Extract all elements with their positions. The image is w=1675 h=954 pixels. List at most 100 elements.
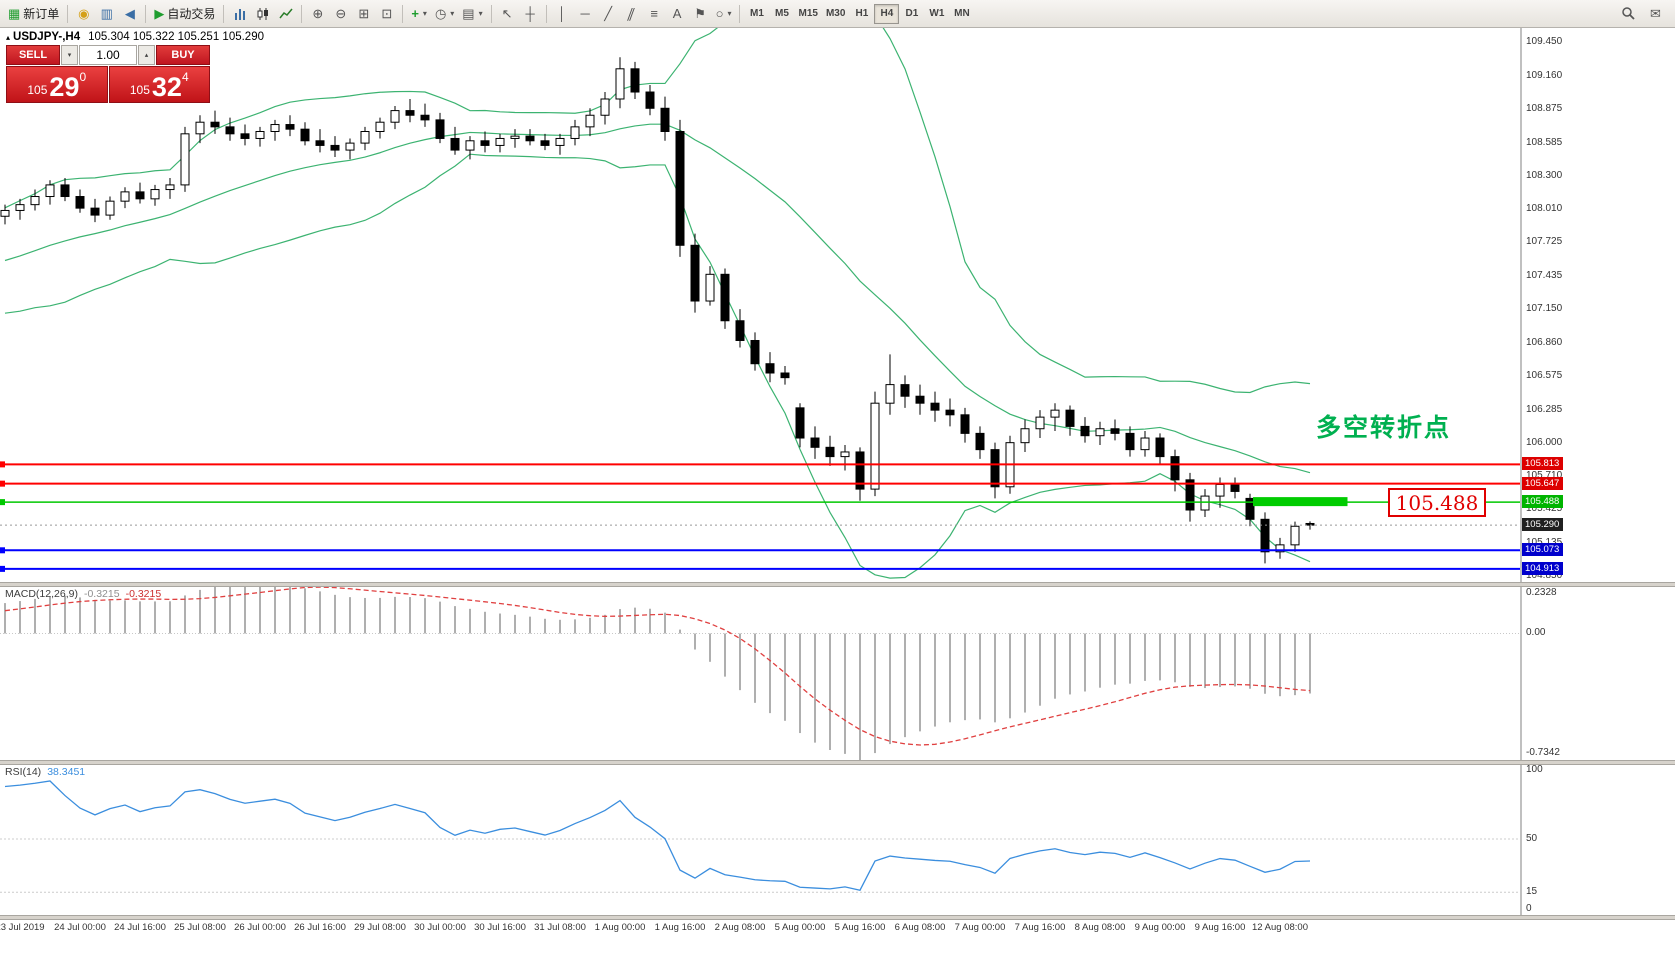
sell-price-pips: 29 — [49, 72, 80, 103]
channel-tool-button[interactable]: ∥ — [620, 2, 643, 25]
announcement-button[interactable]: ◀ — [118, 2, 141, 25]
chart-area[interactable]: 109.450 109.160 108.875 108.585 108.300 108.0… — [0, 27, 1675, 954]
volume-input[interactable]: 1.00 — [79, 45, 137, 65]
toolbar-separator — [223, 4, 225, 23]
data-window-icon: ▥ — [100, 6, 113, 21]
sell-price-button[interactable]: 105 29 0 — [6, 66, 108, 103]
fibonacci-tool-button[interactable]: ≡ — [643, 2, 666, 25]
volume-decrease-button[interactable]: ▾ — [61, 45, 78, 65]
sell-button[interactable]: SELL — [6, 45, 60, 65]
timeframe-d1-button[interactable]: D1 — [899, 4, 924, 24]
chevron-down-icon: ▾ — [450, 9, 455, 18]
new-order-icon: ▦ — [8, 6, 21, 21]
bar-chart-mode-button[interactable] — [228, 2, 251, 25]
tile-windows-icon: ⊞ — [358, 6, 370, 21]
shapes-icon: ○ — [715, 6, 724, 21]
toolbar-separator — [545, 4, 547, 23]
macd-panel-divider[interactable] — [0, 582, 1675, 587]
one-click-trading-panel: SELL ▾ 1.00 ▴ BUY 105 29 0 105 32 4 — [6, 45, 210, 103]
vertical-line-icon: │ — [558, 6, 567, 21]
auto-arrange-icon: ⊡ — [381, 6, 393, 21]
cursor-tool-button[interactable]: ↖ — [496, 2, 519, 25]
auto-arrange-button[interactable]: ⊡ — [375, 2, 398, 25]
timeframe-m15-button[interactable]: M15 — [794, 4, 821, 24]
macd-signal-value: -0.3215 — [125, 588, 162, 600]
horizontal-line-icon: ─ — [580, 6, 590, 21]
buy-price-pips: 32 — [151, 72, 182, 103]
text-icon: A — [672, 6, 682, 21]
arrows-tool-button[interactable]: ⚑ — [689, 2, 712, 25]
toolbar-separator — [145, 4, 147, 23]
timeframe-m1-button[interactable]: M1 — [744, 4, 769, 24]
timeframe-mn-button[interactable]: MN — [949, 4, 974, 24]
toolbar-separator — [739, 4, 741, 23]
auto-trading-play-icon: ▶ — [154, 6, 165, 21]
mail-icon: ✉ — [1650, 6, 1661, 21]
templates-button[interactable]: ▤ ▾ — [458, 2, 486, 25]
zoom-in-button[interactable]: ⊕ — [306, 2, 329, 25]
rsi-panel-divider[interactable] — [0, 760, 1675, 765]
chevron-down-icon: ▾ — [478, 9, 483, 18]
symbol-marker-icon: ▴ — [6, 33, 11, 42]
channel-icon: ∥ — [625, 6, 638, 21]
mailbox-button[interactable]: ✉ — [1644, 2, 1667, 25]
trendline-tool-button[interactable]: ╱ — [597, 2, 620, 25]
price-callout-label: 105.488 — [1388, 488, 1486, 517]
template-icon: ▤ — [462, 6, 475, 21]
timeframe-h1-button[interactable]: H1 — [849, 4, 874, 24]
timeframe-group: M1 M5 M15 M30 H1 H4 D1 W1 MN — [744, 3, 974, 24]
buy-price-button[interactable]: 105 32 4 — [108, 66, 210, 103]
candlestick-icon — [257, 7, 268, 20]
buy-price-figure: 105 — [129, 83, 150, 97]
toolbar: ▦ 新订单 ◉ ▥ ◀ ▶ 自动交易 ⊕ — [0, 0, 1675, 28]
timeframe-h4-button[interactable]: H4 — [874, 3, 900, 24]
timeframe-m5-button[interactable]: M5 — [769, 4, 794, 24]
new-order-label: 新订单 — [23, 7, 60, 21]
add-indicator-icon: + — [411, 6, 419, 21]
candlestick-mode-button[interactable] — [251, 2, 274, 25]
line-chart-icon — [279, 8, 293, 18]
shapes-tool-button[interactable]: ○ ▾ — [712, 2, 736, 25]
auto-trading-button[interactable]: ▶ 自动交易 — [150, 2, 219, 25]
horizontal-line-tool-button[interactable]: ─ — [574, 2, 597, 25]
chart-annotation-text: 多空转折点 — [1316, 414, 1452, 442]
new-order-button[interactable]: ▦ 新订单 — [4, 2, 63, 25]
timeframe-m30-button[interactable]: M30 — [822, 4, 849, 24]
cursor-icon: ↖ — [501, 6, 513, 21]
flag-icon: ⚑ — [694, 6, 706, 21]
search-icon — [1622, 7, 1635, 20]
search-button[interactable] — [1617, 2, 1640, 25]
macd-main-value: -0.3215 — [83, 588, 120, 600]
auto-trading-label: 自动交易 — [167, 7, 216, 21]
announcement-icon: ◀ — [124, 6, 135, 21]
text-tool-button[interactable]: A — [666, 2, 689, 25]
toolbar-separator — [67, 4, 69, 23]
ohlc-values: 105.304 105.322 105.251 105.290 — [88, 31, 264, 43]
vertical-line-tool-button[interactable]: │ — [551, 2, 574, 25]
zoom-out-icon: ⊖ — [335, 6, 347, 21]
rsi-indicator-label: RSI(14) 38.3451 — [5, 766, 86, 778]
crosshair-tool-button[interactable]: ┼ — [519, 2, 542, 25]
sell-price-figure: 105 — [27, 83, 48, 97]
tile-windows-button[interactable]: ⊞ — [352, 2, 375, 25]
timeframe-w1-button[interactable]: W1 — [924, 4, 949, 24]
trendline-icon: ╱ — [604, 6, 613, 21]
volume-increase-button[interactable]: ▴ — [138, 45, 155, 65]
buy-button[interactable]: BUY — [156, 45, 210, 65]
zoom-in-icon: ⊕ — [312, 6, 324, 21]
clock-icon: ◷ — [434, 6, 447, 21]
indicators-button[interactable]: + ▾ — [407, 2, 431, 25]
market-watch-button[interactable]: ◉ — [72, 2, 95, 25]
zoom-out-button[interactable]: ⊖ — [329, 2, 352, 25]
crosshair-icon: ┼ — [525, 6, 535, 21]
sell-price-point: 0 — [79, 70, 87, 84]
toolbar-right-group: ✉ — [1617, 2, 1671, 25]
periods-button[interactable]: ◷ ▾ — [431, 2, 458, 25]
chart-ohlc-header: ▴ USDJPY-,H4 105.304 105.322 105.251 105.2… — [6, 31, 264, 43]
time-axis-divider[interactable] — [0, 915, 1675, 920]
line-chart-mode-button[interactable] — [274, 2, 297, 25]
time-axis[interactable] — [0, 918, 1675, 954]
data-window-button[interactable]: ▥ — [95, 2, 118, 25]
